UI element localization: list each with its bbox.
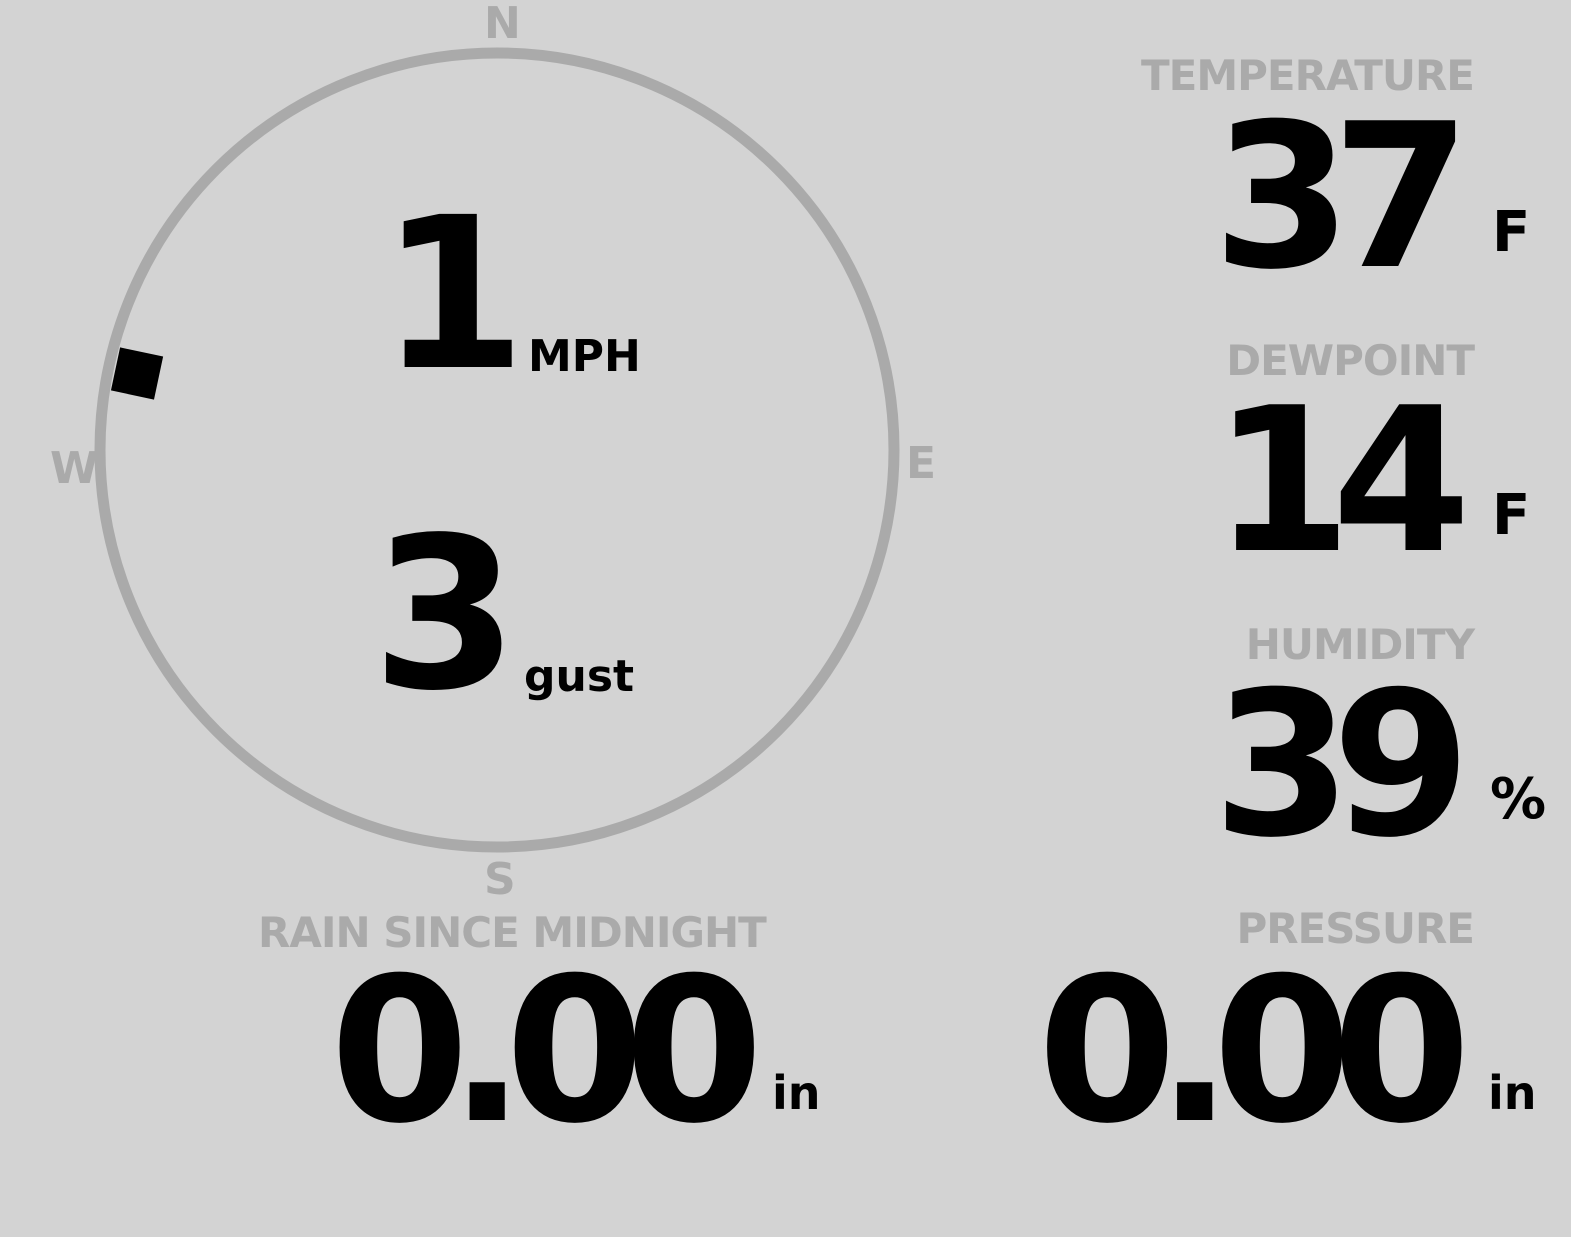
wind-gust-unit: gust [524,651,635,702]
compass-north: N [484,0,521,49]
rain-unit: in [772,1066,821,1120]
humidity-unit: % [1490,767,1547,832]
pressure-label: PRESSURE [1236,904,1475,953]
compass-south: S [484,854,516,905]
temperature-unit: F [1492,200,1531,265]
dewpoint-value: 14 [1212,365,1471,598]
rain-label: RAIN SINCE MIDNIGHT [258,908,767,957]
wind-gust-value: 3 [372,492,518,737]
temperature-label: TEMPERATURE [1141,51,1475,100]
compass-ring [94,47,900,853]
compass-east: E [906,438,937,489]
humidity-value: 39 [1212,649,1471,882]
humidity-label: HUMIDITY [1245,620,1475,669]
rain-value: 0.00 [330,935,763,1168]
dewpoint-label: DEWPOINT [1226,336,1475,385]
wind-speed-value: 1 [380,172,526,417]
pressure-value: 0.00 [1037,935,1471,1168]
wind-speed-unit: MPH [528,331,641,382]
pressure-unit: in [1488,1066,1537,1120]
dewpoint-unit: F [1492,483,1531,548]
wind-direction-indicator [110,347,164,400]
compass-west: W [50,443,99,494]
temperature-value: 37 [1212,81,1471,314]
